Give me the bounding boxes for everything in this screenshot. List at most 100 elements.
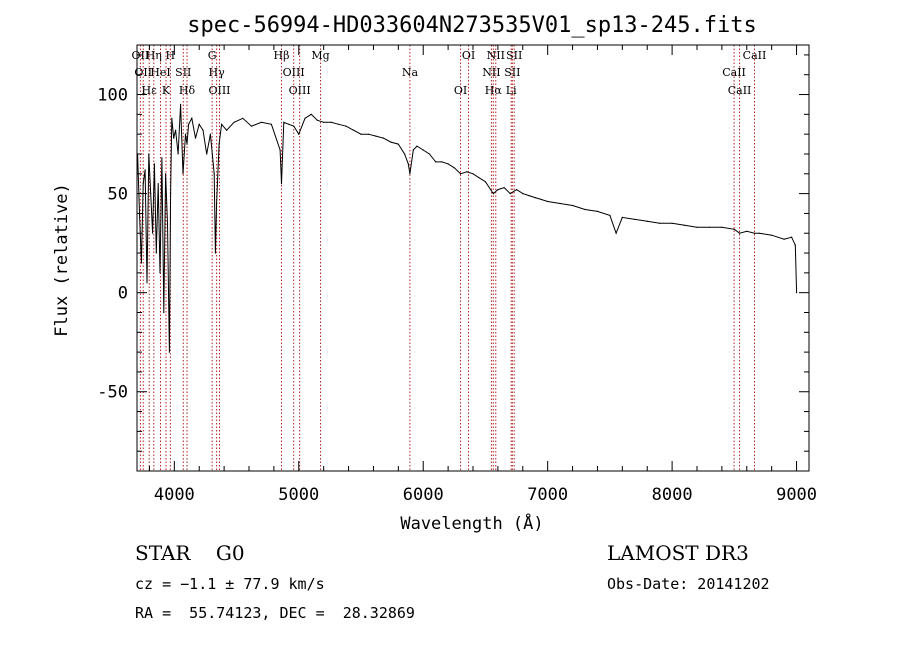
line-marker-label: Mg: [311, 49, 329, 62]
spectrum-point: [170, 193, 172, 195]
spectrum-point: [146, 282, 148, 284]
y-axis-ticks: 100 50 0 -50: [97, 54, 809, 472]
spectrum-point: [659, 222, 661, 224]
emission-line-labels: OII OII Hε Hη HeI K H SII Hδ G Hγ OIII Hβ OIII OIII Mg N…: [132, 49, 767, 97]
spectrum-point: [460, 173, 462, 175]
spectrum-point: [221, 123, 223, 125]
line-marker-label: SII: [506, 49, 522, 62]
line-marker-label: Hβ: [274, 49, 290, 62]
spectrum-point: [528, 195, 530, 197]
spectrum-point: [733, 228, 735, 230]
spectrum-point: [163, 311, 165, 314]
spectrum-point: [447, 163, 449, 165]
spectrum-point: [180, 103, 182, 105]
spectrum-point: [397, 143, 399, 145]
spectrum-point: [152, 232, 154, 234]
x-tick-label: 8000: [652, 485, 693, 505]
spectrum-point: [191, 117, 193, 119]
spectrum-point: [171, 117, 173, 119]
spectrum-point: [206, 153, 208, 155]
spectrum-point: [148, 153, 150, 155]
spectrum-point: [696, 226, 698, 228]
spectrum-point: [310, 113, 312, 115]
spectrum-point: [466, 171, 468, 173]
spectrum-point: [509, 193, 511, 195]
spectrum-point: [166, 222, 169, 224]
spectrum-point: [783, 238, 785, 240]
spectrum-point: [288, 123, 290, 125]
spectrum-point: [304, 117, 306, 119]
redshift-cz: cz = −1.1 ± 77.9 km/s: [135, 575, 325, 593]
spectrum-point: [375, 135, 377, 137]
line-marker-label: CaII: [728, 84, 752, 97]
spectrum-point: [194, 137, 197, 139]
spectrum-point: [202, 129, 204, 131]
spectrum-point: [609, 214, 611, 216]
line-marker-label: OIII: [289, 84, 311, 97]
spectrum-point: [746, 230, 748, 232]
line-marker-label: OIII: [283, 66, 305, 79]
spectrum-point: [188, 123, 190, 125]
spectrum-point: [260, 121, 262, 123]
spectrum-point: [412, 149, 414, 151]
spectrum-point: [522, 193, 524, 195]
line-marker-label: Li: [506, 84, 517, 97]
spectrum-point: [615, 232, 617, 234]
spectrum-point: [209, 133, 211, 135]
spectrum-point: [159, 272, 161, 274]
spectrum-point: [404, 153, 406, 155]
spectrum-point: [213, 173, 215, 175]
line-marker-label: Na: [402, 66, 419, 79]
spectrum-point: [596, 210, 599, 212]
spectrum-point: [646, 220, 648, 222]
spectrum-point: [684, 224, 686, 226]
spectrum-point: [218, 143, 220, 145]
spectrum-point: [367, 133, 370, 135]
spectrum-point: [453, 167, 455, 169]
spectrum-point: [293, 125, 295, 127]
spectrum-point: [771, 234, 773, 236]
spectrum-point: [435, 161, 437, 163]
line-marker-label: Hγ: [209, 66, 226, 79]
line-marker-label: G: [208, 49, 217, 62]
y-tick-label: -50: [97, 383, 128, 403]
spectrum-point: [441, 161, 443, 163]
spectrum-point: [175, 129, 177, 131]
spectrum-point: [242, 117, 244, 119]
y-tick-label: 50: [108, 185, 128, 205]
spectrum-point: [721, 226, 723, 228]
line-marker-label: Hε: [142, 84, 158, 97]
spectrum-point: [407, 163, 409, 165]
spectrum-point: [214, 252, 216, 254]
spectrum-point: [198, 123, 200, 125]
spectrum-point: [559, 202, 561, 205]
spectrum-point: [161, 157, 163, 159]
spectrum-point: [753, 232, 756, 234]
line-marker-label: SII: [504, 66, 520, 79]
spectrum-line: [137, 104, 798, 353]
spectrum-point: [144, 169, 146, 171]
spectrum-point: [270, 123, 272, 125]
line-marker-label: OIII: [208, 84, 230, 97]
spectrum-point: [390, 141, 392, 143]
spectrum-point: [330, 121, 332, 123]
spectrum-series: [137, 103, 798, 353]
obs-date: Obs-Date: 20141202: [607, 575, 770, 593]
spectrum-point: [382, 137, 384, 139]
object-class: STAR G0: [135, 541, 245, 565]
spectrum-point: [540, 198, 543, 201]
line-marker-label: HeI: [150, 66, 170, 79]
line-marker-label: NII: [487, 49, 505, 62]
line-marker-label: OII: [132, 49, 150, 62]
line-marker-label: H: [166, 49, 176, 62]
line-marker-label: OI: [462, 49, 475, 62]
line-marker-label: NII: [482, 66, 500, 79]
spectrum-point: [155, 252, 157, 254]
chart-title: spec-56994-HD033604N273535V01_sp13-245.f…: [187, 13, 757, 38]
spectrum-point: [283, 121, 285, 123]
spectrum-point: [140, 262, 142, 264]
spectrum-point: [584, 208, 586, 211]
spectrum-point: [279, 149, 281, 151]
spectrum-point: [177, 153, 179, 155]
